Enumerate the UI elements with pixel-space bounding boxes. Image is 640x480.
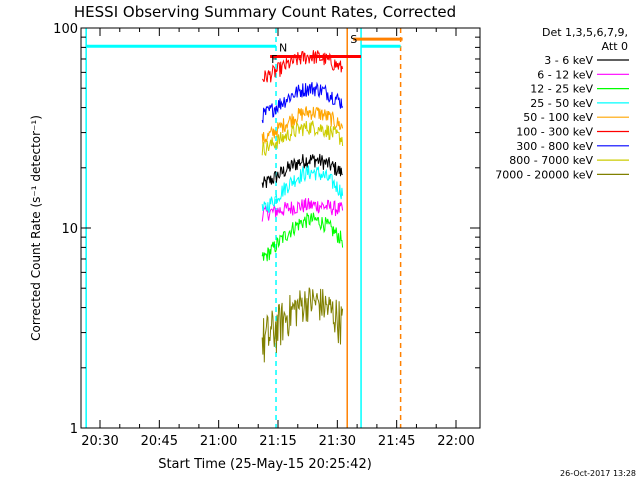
series-line — [261, 165, 344, 213]
legend-entry-label: 25 - 50 keV — [530, 97, 593, 110]
flag-label-N: N — [279, 41, 287, 54]
series-line — [261, 153, 343, 189]
series-line — [261, 120, 344, 157]
legend-entry-label: 7000 - 20000 keV — [495, 168, 593, 181]
legend-entry-label: 3 - 6 keV — [544, 54, 593, 67]
x-tick-label: 21:15 — [259, 434, 296, 449]
legend-entry-label: 12 - 25 keV — [530, 83, 593, 96]
x-tick-label: 21:00 — [200, 434, 237, 449]
flag-label-F: F — [271, 53, 277, 66]
series-line — [261, 106, 344, 145]
x-tick-label: 20:30 — [81, 434, 118, 449]
x-tick-label: 21:30 — [319, 434, 356, 449]
series-line — [261, 287, 344, 363]
legend-entry-label: 300 - 800 keV — [516, 140, 593, 153]
series-line — [261, 212, 344, 262]
x-tick-label: 20:45 — [141, 434, 178, 449]
legend-entry-label: 50 - 100 keV — [523, 111, 593, 124]
y-tick-label: 100 — [53, 22, 78, 37]
y-tick-label: 10 — [61, 222, 78, 237]
series-line — [261, 81, 344, 124]
y-axis-label: Corrected Count Rate (s⁻¹ detector⁻¹) — [29, 115, 43, 341]
legend-entry-label: 100 - 300 keV — [516, 126, 593, 139]
footer-date: 26-Oct-2017 13:28 — [560, 469, 636, 478]
legend-title-line-2: Att 0 — [602, 40, 628, 53]
legend-entry-label: 800 - 7000 keV — [509, 154, 593, 167]
x-tick-label: 22:00 — [437, 434, 474, 449]
series-line — [262, 50, 344, 83]
x-axis-label: Start Time (25-May-15 20:25:42) — [158, 457, 372, 472]
flag-label-S: S — [350, 33, 357, 46]
x-tick-label: 21:45 — [378, 434, 415, 449]
chart-title: HESSI Observing Summary Count Rates, Cor… — [74, 3, 456, 21]
legend-entry-label: 6 - 12 keV — [537, 68, 593, 81]
legend-title-line-1: Det 1,3,5,6,7,9, — [542, 26, 628, 39]
series-line — [261, 198, 344, 222]
y-tick-label: 1 — [70, 422, 78, 437]
